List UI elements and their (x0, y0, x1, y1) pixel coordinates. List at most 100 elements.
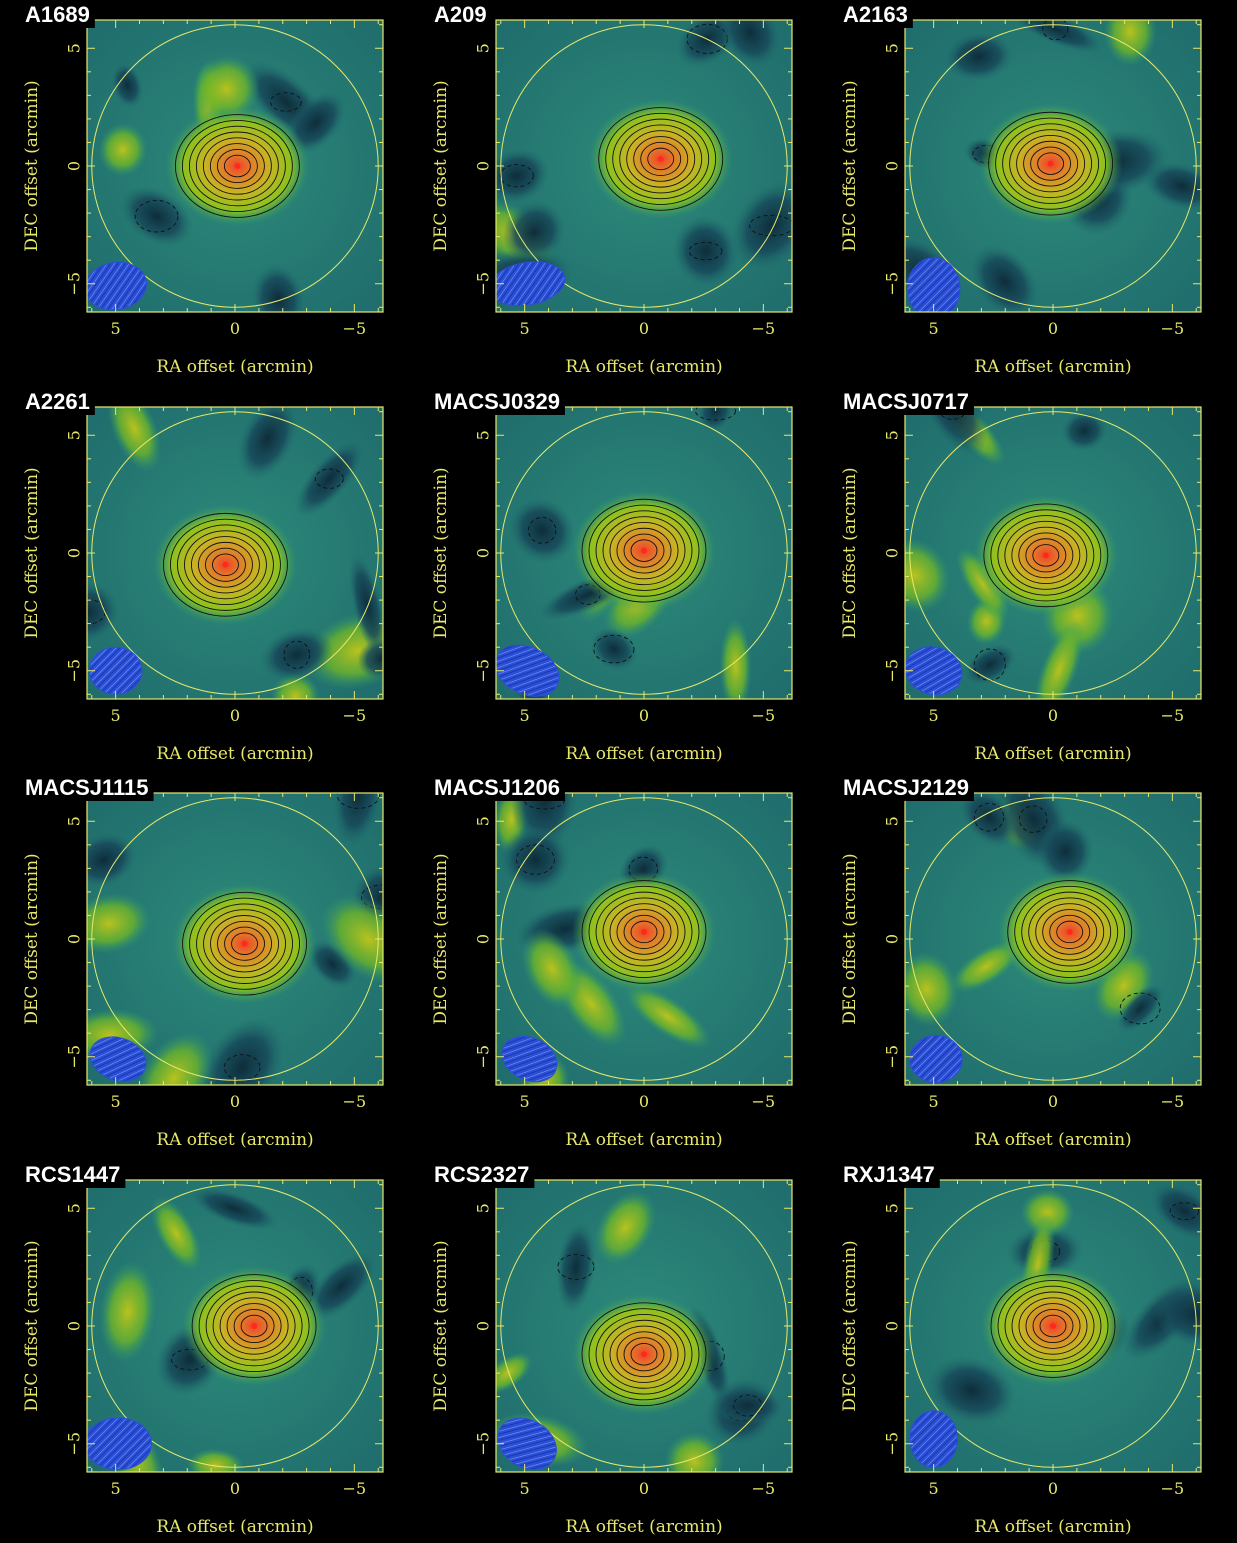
positive-contour (988, 111, 1114, 216)
x-tick-label: 5 (111, 1092, 121, 1111)
positive-contour (1039, 1314, 1067, 1338)
x-tick-label: −5 (343, 319, 367, 338)
x-tick-label: −5 (1161, 1479, 1185, 1498)
decrement-blob (719, 20, 781, 68)
decrement-blob (120, 185, 193, 247)
x-tick-label: 0 (639, 319, 649, 338)
x-tick-label: −5 (343, 1092, 367, 1111)
panel-a209: 5 0 −5 −5 0 5 RA offset (arcmin) DEC offset (ar… (431, 0, 793, 377)
positive-contour (990, 509, 1102, 602)
title-box (22, 1160, 126, 1188)
decrement-blob (333, 793, 383, 848)
positive-contour (1025, 1303, 1081, 1349)
cluster-peak (1066, 928, 1073, 935)
y-tick-label: 5 (474, 43, 493, 53)
y-tick-label: 0 (65, 1321, 84, 1331)
positive-contour (609, 903, 679, 961)
sz-map-rxj1347 (905, 1180, 1201, 1472)
positive-contour (612, 118, 710, 200)
x-axis-label: RA offset (arcmin) (156, 1517, 313, 1537)
positive-contour (212, 1291, 296, 1361)
positive-contour (191, 536, 260, 594)
y-axis-label: DEC offset (arcmin) (431, 1240, 451, 1411)
positive-contour (630, 539, 658, 562)
panel-title: MACSJ1115 (22, 773, 154, 801)
noise-blob (624, 984, 711, 1049)
noise-blob (150, 1196, 202, 1271)
positive-contour (588, 1308, 700, 1401)
positive-contour (212, 553, 239, 577)
positive-contour (1042, 909, 1098, 955)
decrement-blob (87, 581, 120, 643)
y-tick-label: 0 (883, 161, 902, 171)
title-box (22, 773, 154, 801)
sz-map-macsj2129 (905, 793, 1201, 1085)
positive-contour (223, 154, 251, 178)
negative-contour (733, 1394, 763, 1417)
y-tick-label: 5 (474, 1203, 493, 1213)
positive-contour (196, 903, 293, 984)
positive-contour (1028, 897, 1112, 967)
positive-contour (205, 547, 246, 582)
y-axis-label: DEC offset (arcmin) (22, 853, 42, 1024)
panel-macsj2129: 5 0 −5 −5 0 5 RA offset (arcmin) DEC offset (ar… (840, 773, 1202, 1150)
y-axis-label: DEC offset (arcmin) (22, 467, 42, 638)
negative-contour (314, 468, 344, 489)
positive-contour (598, 107, 724, 211)
y-tick-label: −5 (883, 1045, 902, 1069)
negative-contour (749, 214, 792, 237)
positive-contour (203, 909, 286, 979)
noise-blob (320, 894, 383, 984)
noise-blob (107, 407, 162, 472)
x-tick-label: 5 (929, 1479, 939, 1498)
y-tick-label: 0 (65, 161, 84, 171)
positive-contour (1004, 520, 1088, 590)
y-axis-label: DEC offset (arcmin) (22, 1240, 42, 1411)
positive-contour (588, 504, 700, 597)
x-tick-label: −5 (343, 1479, 367, 1498)
positive-contour (198, 1279, 310, 1373)
panel-title: MACSJ0717 (840, 387, 974, 415)
y-tick-label: 0 (474, 1321, 493, 1331)
panel-title-text: RCS1447 (25, 1162, 120, 1187)
positive-contour (224, 926, 265, 961)
x-tick-label: 0 (230, 706, 240, 725)
negative-contour (270, 92, 302, 112)
positive-contour (995, 117, 1107, 210)
noise-blob (1103, 20, 1157, 67)
synthesized-beam (496, 644, 560, 697)
positive-contour (626, 130, 696, 188)
panel-title: A209 (431, 0, 492, 28)
positive-contour (630, 1343, 658, 1366)
positive-contour (595, 510, 693, 591)
panel-title-text: MACSJ2129 (843, 775, 969, 800)
y-axis-label: DEC offset (arcmin) (22, 80, 42, 251)
panel-macsj0329: 5 0 −5 −5 0 5 RA offset (arcmin) DEC offset (ar… (431, 387, 793, 764)
panel-title: MACSJ0329 (431, 387, 565, 415)
noise-blob (664, 1431, 725, 1472)
decrement-blob (237, 407, 299, 480)
decrement-blob (959, 793, 1019, 848)
x-axis-label: RA offset (arcmin) (974, 744, 1131, 764)
y-tick-label: −5 (474, 1432, 493, 1456)
decrement-blob (944, 31, 1014, 82)
positive-contour (217, 920, 272, 967)
negative-contour (516, 844, 555, 875)
y-tick-label: 5 (883, 430, 902, 440)
panel-title: A2163 (840, 0, 913, 28)
decrement-blob (260, 627, 334, 682)
cluster-peak (641, 928, 647, 935)
decrement-blob (963, 644, 1016, 686)
positive-contour (633, 136, 689, 182)
x-tick-label: −5 (752, 1479, 776, 1498)
y-tick-label: 5 (65, 816, 84, 826)
cluster-peak (241, 940, 248, 947)
decrement-blob (1149, 1182, 1201, 1241)
y-tick-label: 5 (65, 430, 84, 440)
x-tick-label: −5 (752, 1092, 776, 1111)
sz-map-macsj1115 (87, 793, 383, 1085)
title-box (431, 1160, 535, 1188)
negative-contour (973, 648, 1006, 681)
x-axis-label: RA offset (arcmin) (565, 357, 722, 377)
